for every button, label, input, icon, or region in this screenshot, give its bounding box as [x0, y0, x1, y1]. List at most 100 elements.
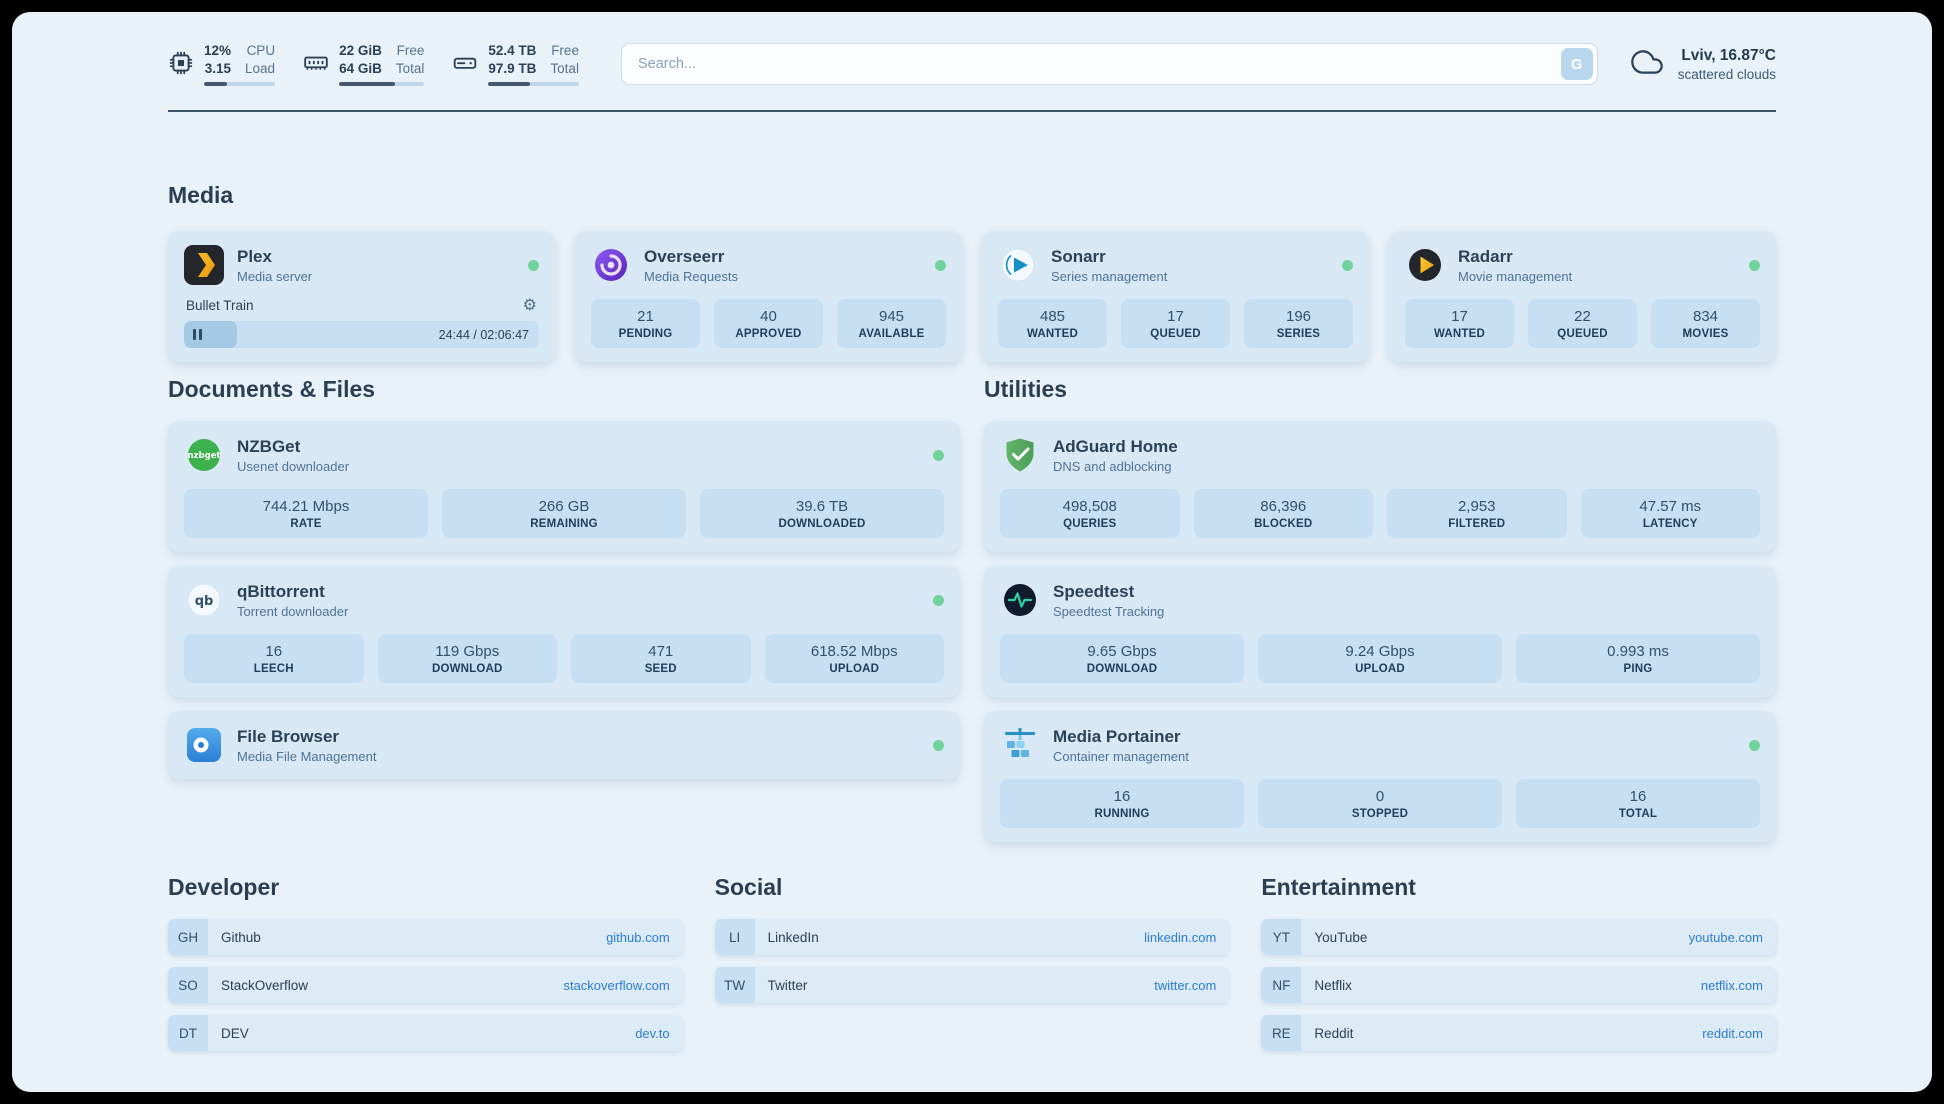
- qbittorrent-link[interactable]: qb qBittorrent Torrent downloader: [184, 580, 944, 620]
- service-subtitle: Media File Management: [237, 748, 377, 764]
- header-divider: [168, 110, 1776, 113]
- playback-progress-fill: [184, 321, 238, 349]
- bookmark-abbr: YT: [1261, 919, 1302, 956]
- pause-icon[interactable]: [193, 329, 202, 341]
- bookmark-linkedin[interactable]: LI LinkedIn linkedin.com: [714, 919, 1230, 956]
- speedtest-card: Speedtest Speedtest Tracking 9.65 Gbps D…: [984, 566, 1776, 698]
- stat-blocked: 86,396 BLOCKED: [1193, 489, 1373, 539]
- portainer-link[interactable]: Media Portainer Container management: [1000, 725, 1760, 765]
- adguard-card: AdGuard Home DNS and adblocking 498,508 …: [984, 421, 1776, 553]
- entertainment-bookmarks: Entertainment YT YouTube youtube.com NF …: [1261, 874, 1776, 1052]
- stat-approved: 40 APPROVED: [714, 299, 823, 349]
- media-section-title: Media: [168, 182, 234, 209]
- service-name: Plex: [237, 246, 272, 266]
- bookmark-name: YouTube: [1314, 929, 1368, 945]
- weather-condition: scattered clouds: [1677, 66, 1776, 82]
- status-dot: [1342, 259, 1353, 271]
- stat-total: 16 TOTAL: [1516, 779, 1760, 829]
- bookmark-url[interactable]: netflix.com: [1700, 977, 1763, 993]
- bookmark-url[interactable]: stackoverflow.com: [563, 977, 670, 993]
- bookmark-netflix[interactable]: NF Netflix netflix.com: [1261, 967, 1776, 1004]
- cpu-load-value: 3.15: [204, 60, 232, 76]
- cpu-load-label: Load: [245, 60, 276, 76]
- disk-progress-fill: [488, 82, 531, 87]
- overseerr-link[interactable]: Overseerr Media Requests: [591, 245, 946, 285]
- cpu-progress-fill: [204, 82, 228, 87]
- service-subtitle: Media server: [237, 268, 313, 284]
- filebrowser-card: File Browser Media File Management: [168, 711, 960, 780]
- bookmark-stackoverflow[interactable]: SO StackOverflow stackoverflow.com: [168, 967, 683, 1004]
- filebrowser-link[interactable]: File Browser Media File Management: [184, 725, 944, 765]
- stat-stopped: 0 STOPPED: [1258, 779, 1502, 829]
- nzbget-link[interactable]: nzbget NZBGet Usenet downloader: [184, 435, 944, 475]
- stat-upload: 9.24 Gbps UPLOAD: [1258, 634, 1502, 684]
- bookmark-url[interactable]: twitter.com: [1154, 977, 1217, 993]
- qbittorrent-card: qb qBittorrent Torrent downloader: [168, 566, 960, 698]
- status-dot: [1749, 259, 1760, 271]
- status-dot: [528, 259, 539, 271]
- bookmark-name: StackOverflow: [221, 977, 309, 993]
- service-subtitle: DNS and adblocking: [1053, 458, 1172, 474]
- memory-free-value: 22 GiB: [339, 43, 382, 58]
- documents-section: Documents & Files nzbget: [168, 376, 960, 780]
- overseerr-icon: [591, 245, 631, 285]
- bookmark-url[interactable]: github.com: [606, 929, 670, 945]
- bookmark-reddit[interactable]: RE Reddit reddit.com: [1261, 1015, 1776, 1052]
- adguard-link[interactable]: AdGuard Home DNS and adblocking: [1000, 435, 1760, 475]
- portainer-card: Media Portainer Container management 16 …: [984, 711, 1776, 843]
- memory-progress-track: [339, 82, 425, 87]
- cpu-usage-value: 12%: [204, 43, 232, 58]
- bookmark-youtube[interactable]: YT YouTube youtube.com: [1261, 919, 1776, 956]
- qbittorrent-icon: qb: [184, 580, 224, 620]
- service-subtitle: Series management: [1051, 268, 1168, 284]
- search-bar: G: [620, 43, 1598, 86]
- bookmark-name: LinkedIn: [767, 929, 819, 945]
- svg-text:qb: qb: [195, 594, 214, 609]
- bookmark-url[interactable]: dev.to: [635, 1025, 670, 1041]
- stat-leech: 16 LEECH: [184, 634, 364, 684]
- stat-latency: 47.57 ms LATENCY: [1580, 489, 1760, 539]
- status-dot: [933, 594, 944, 606]
- plex-icon: [184, 245, 224, 286]
- service-name: Speedtest: [1053, 581, 1135, 601]
- bookmark-url[interactable]: linkedin.com: [1144, 929, 1217, 945]
- gear-icon[interactable]: ⚙: [522, 295, 537, 315]
- portainer-crane-icon: [1000, 725, 1040, 765]
- service-name: qBittorrent: [237, 581, 325, 601]
- stat-download: 119 Gbps DOWNLOAD: [377, 634, 557, 684]
- bookmark-dev[interactable]: DT DEV dev.to: [168, 1015, 683, 1052]
- plex-link[interactable]: Plex Media server: [184, 245, 539, 286]
- sonarr-link[interactable]: Sonarr Series management: [998, 245, 1353, 285]
- service-subtitle: Usenet downloader: [237, 458, 350, 474]
- radarr-icon: [1405, 245, 1445, 285]
- bookmark-url[interactable]: youtube.com: [1688, 929, 1763, 945]
- stat-queued: 17 QUEUED: [1121, 299, 1230, 349]
- dashboard-page: 12% 3.15 CPU Load: [12, 12, 1932, 1092]
- memory-progress-fill: [339, 82, 395, 87]
- bookmark-abbr: DT: [168, 1015, 208, 1052]
- bookmark-twitter[interactable]: TW Twitter twitter.com: [714, 967, 1230, 1004]
- speedtest-link[interactable]: Speedtest Speedtest Tracking: [1000, 580, 1760, 620]
- bookmark-url[interactable]: reddit.com: [1702, 1025, 1763, 1041]
- stat-running: 16 RUNNING: [1000, 779, 1244, 829]
- stat-wanted: 17 WANTED: [1405, 299, 1514, 349]
- service-name: File Browser: [237, 726, 340, 746]
- overseerr-card: Overseerr Media Requests 21 PENDING 40 A…: [575, 231, 962, 363]
- media-section: Media Plex Medi: [168, 182, 1776, 363]
- stat-pending: 21 PENDING: [591, 299, 700, 349]
- stat-seed: 471 SEED: [571, 634, 751, 684]
- bookmark-name: Reddit: [1314, 1025, 1354, 1041]
- bookmark-abbr: TW: [714, 967, 755, 1004]
- status-dot: [1749, 739, 1760, 751]
- cpu-chip-icon: [168, 50, 194, 76]
- bookmark-github[interactable]: GH Github github.com: [168, 919, 683, 956]
- stat-download: 9.65 Gbps DOWNLOAD: [1000, 634, 1244, 684]
- search-input[interactable]: [620, 43, 1598, 86]
- service-subtitle: Speedtest Tracking: [1053, 603, 1165, 619]
- search-provider-button[interactable]: G: [1560, 48, 1593, 81]
- weather-location: Lviv, 16.87°C: [1681, 46, 1776, 64]
- adguard-shield-icon: [1000, 435, 1040, 475]
- playback-progress-bar[interactable]: 24:44 / 02:06:47: [184, 321, 539, 349]
- radarr-link[interactable]: Radarr Movie management: [1405, 245, 1760, 285]
- stat-available: 945 AVAILABLE: [837, 299, 946, 349]
